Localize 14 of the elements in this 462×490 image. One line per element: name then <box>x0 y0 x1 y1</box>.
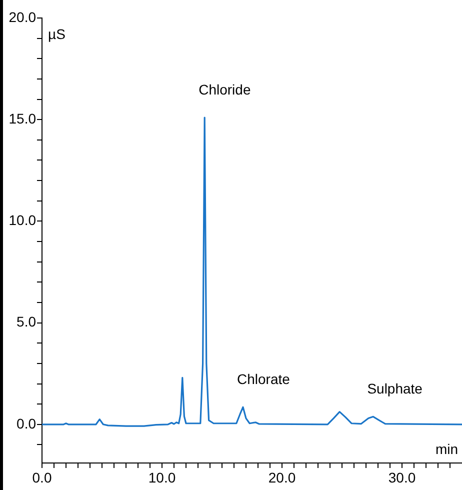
y-tick-label: 0.0 <box>16 415 36 432</box>
y-tick-label: 20.0 <box>8 8 36 25</box>
annotation: Sulphate <box>367 380 423 397</box>
x-tick-label: 30.0 <box>388 469 416 486</box>
annotation: Chloride <box>198 81 251 98</box>
y-tick-label: 15.0 <box>8 110 36 126</box>
annotation: Chlorate <box>237 370 290 387</box>
x-tick-label: 20.0 <box>268 469 296 486</box>
x-tick-label: 10.0 <box>148 469 176 486</box>
y-tick-label: 10.0 <box>8 212 36 228</box>
x-tick-label: 0.0 <box>32 469 52 486</box>
x-axis-title: min <box>435 440 458 457</box>
y-tick-label: 5.0 <box>16 314 36 330</box>
y-axis-title: µS <box>48 26 66 42</box>
